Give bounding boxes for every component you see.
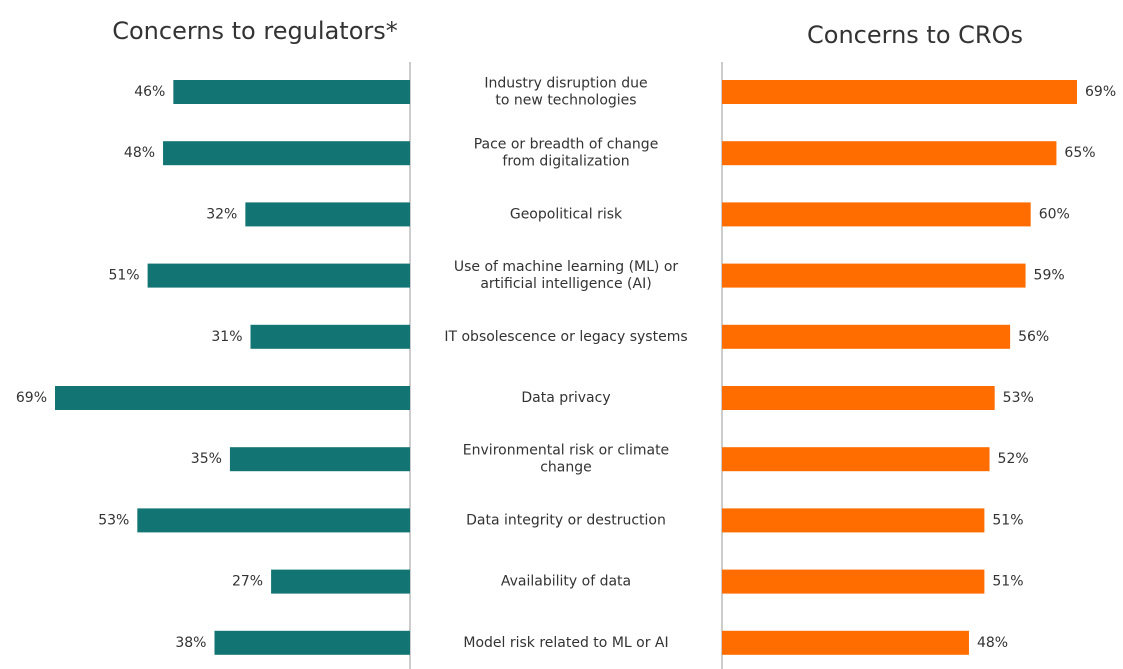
category-label: Industry disruption due bbox=[484, 76, 647, 92]
category-label: change bbox=[540, 460, 592, 476]
bar bbox=[722, 80, 1077, 104]
value-label: 51% bbox=[992, 574, 1023, 590]
bar bbox=[173, 80, 410, 104]
bar bbox=[722, 630, 969, 655]
bar bbox=[722, 141, 1057, 166]
category-label: Model risk related to ML or AI bbox=[463, 635, 668, 651]
value-label: 59% bbox=[1034, 268, 1065, 284]
bar bbox=[55, 386, 410, 410]
bar bbox=[245, 202, 410, 227]
bar bbox=[163, 141, 410, 166]
bar bbox=[229, 447, 410, 472]
bar bbox=[722, 508, 985, 533]
bar bbox=[722, 324, 1011, 349]
category-label: IT obsolescence or legacy systems bbox=[444, 329, 687, 345]
category-label: Geopolitical risk bbox=[510, 206, 623, 222]
bar bbox=[722, 386, 995, 410]
category-label: Use of machine learning (ML) or bbox=[454, 259, 679, 275]
bar bbox=[250, 324, 410, 349]
value-label: 65% bbox=[1064, 145, 1095, 161]
value-label: 48% bbox=[124, 145, 155, 161]
value-label: 46% bbox=[134, 84, 165, 100]
value-label: 69% bbox=[1085, 84, 1116, 100]
category-label: Availability of data bbox=[501, 574, 631, 590]
value-label: 53% bbox=[1003, 390, 1034, 406]
bar bbox=[722, 447, 990, 472]
bar bbox=[722, 263, 1026, 288]
bar bbox=[271, 569, 410, 594]
value-label: 52% bbox=[998, 451, 1029, 467]
bar bbox=[214, 630, 410, 655]
value-label: 53% bbox=[98, 512, 129, 528]
value-label: 60% bbox=[1039, 206, 1070, 222]
value-label: 27% bbox=[232, 574, 263, 590]
category-label: Pace or breadth of change bbox=[474, 137, 659, 153]
value-label: 35% bbox=[191, 451, 222, 467]
value-label: 51% bbox=[108, 268, 139, 284]
left-title: Concerns to regulators* bbox=[112, 17, 398, 45]
category-label: from digitalization bbox=[502, 154, 629, 170]
category-label: Data privacy bbox=[521, 390, 610, 406]
value-label: 32% bbox=[206, 206, 237, 222]
category-label: artificial intelligence (AI) bbox=[480, 276, 651, 292]
category-label: Data integrity or destruction bbox=[466, 512, 666, 528]
value-label: 51% bbox=[992, 512, 1023, 528]
value-label: 48% bbox=[977, 635, 1008, 651]
bar bbox=[722, 202, 1031, 227]
bar bbox=[147, 263, 410, 288]
value-label: 31% bbox=[211, 329, 242, 345]
category-label: to new technologies bbox=[495, 93, 636, 109]
bar bbox=[722, 569, 985, 594]
bar bbox=[137, 508, 410, 533]
value-label: 56% bbox=[1018, 329, 1049, 345]
right-title: Concerns to CROs bbox=[807, 21, 1023, 49]
category-label: Environmental risk or climate bbox=[463, 443, 669, 459]
value-label: 69% bbox=[16, 390, 47, 406]
value-label: 38% bbox=[175, 635, 206, 651]
